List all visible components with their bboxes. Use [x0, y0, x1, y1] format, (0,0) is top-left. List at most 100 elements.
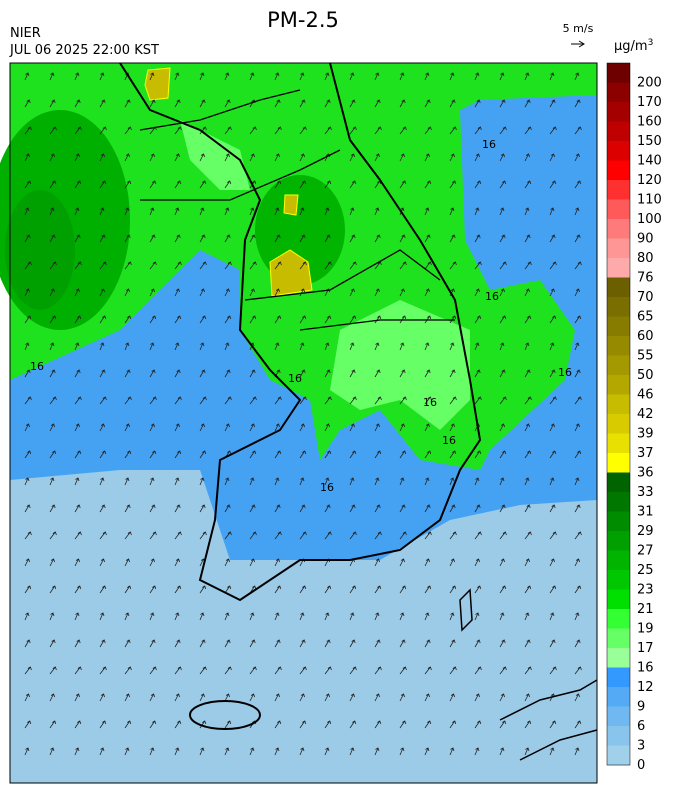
wind-arrow: [574, 369, 581, 378]
wind-arrow: [274, 315, 282, 324]
wind-arrow: [549, 261, 557, 270]
wind-arrow: [74, 315, 82, 324]
wind-arrow: [549, 639, 556, 648]
wind-arrow: [99, 234, 106, 243]
wind-arrow: [524, 234, 531, 243]
wind-arrow: [449, 234, 456, 243]
wind-arrow: [174, 396, 182, 405]
wind-arrow: [274, 423, 280, 432]
wind-arrow: [24, 531, 32, 540]
colorbar-segment: [607, 414, 630, 434]
colorbar-label: 39: [637, 427, 654, 442]
wind-arrow: [524, 423, 530, 432]
wind-arrow: [449, 666, 457, 675]
colorbar-segment: [607, 219, 630, 239]
wind-arrow: [374, 396, 382, 405]
wind-arrow: [174, 747, 180, 756]
wind-arrow: [324, 423, 330, 432]
wind-arrow: [574, 153, 580, 162]
wind-arrow: [324, 126, 332, 135]
wind-arrow: [474, 207, 480, 216]
wind-arrow: [349, 261, 357, 270]
colorbar-segment: [607, 355, 630, 376]
wind-arrow: [574, 666, 582, 675]
wind-arrow: [574, 126, 582, 135]
wind-arrow: [324, 207, 330, 216]
wind-arrow: [124, 747, 130, 756]
wind-arrow: [374, 369, 381, 378]
wind-arrow: [274, 207, 280, 216]
wind-arrow: [49, 288, 55, 297]
contour-label: 16: [485, 290, 499, 303]
wind-arrow: [99, 639, 106, 648]
wind-arrow: [274, 693, 280, 702]
wind-arrow: [374, 666, 382, 675]
wind-arrow: [74, 234, 81, 243]
wind-arrow: [274, 396, 282, 405]
colorbar-segment: [607, 160, 630, 181]
wind-arrow: [449, 477, 455, 486]
wind-arrow: [149, 504, 156, 513]
wind-arrow: [349, 126, 357, 135]
wind-arrow: [99, 315, 107, 324]
wind-arrow: [524, 504, 531, 513]
wind-arrow: [424, 369, 431, 378]
wind-arrow: [424, 666, 432, 675]
colorbar-label: 80: [637, 251, 654, 266]
wind-arrow: [549, 612, 555, 621]
wind-arrow: [224, 639, 231, 648]
wind-arrow: [574, 261, 582, 270]
wind-arrow: [349, 531, 357, 540]
wind-arrow: [99, 504, 106, 513]
wind-arrow: [374, 207, 380, 216]
wind-arrow: [399, 639, 406, 648]
wind-arrow: [274, 477, 280, 486]
colorbar-label: 37: [637, 446, 654, 461]
wind-arrow: [474, 558, 480, 567]
wind-arrow: [99, 72, 105, 81]
wind-arrow: [224, 558, 230, 567]
wind-arrow: [374, 585, 382, 594]
wind-arrow: [199, 153, 205, 162]
colorbar-segment: [607, 316, 630, 337]
wind-arrow: [299, 720, 307, 729]
wind-arrow: [249, 396, 257, 405]
wind-arrow: [149, 396, 157, 405]
colorbar-label: 29: [637, 524, 654, 539]
wind-arrow: [224, 126, 232, 135]
wind-arrow: [49, 207, 55, 216]
wind-arrow: [499, 747, 505, 756]
wind-arrow: [49, 342, 55, 351]
wind-arrow: [474, 288, 480, 297]
colorbar-frame: [606, 62, 631, 766]
wind-arrow: [299, 747, 305, 756]
wind-arrow: [424, 207, 430, 216]
wind-arrow: [249, 207, 255, 216]
wind-arrow: [124, 585, 132, 594]
wind-arrow: [399, 342, 405, 351]
wind-arrow: [474, 180, 482, 189]
wind-arrow: [149, 207, 155, 216]
wind-arrow: [349, 234, 356, 243]
wind-arrow: [224, 612, 230, 621]
wind-arrow: [549, 504, 556, 513]
wind-arrow: [24, 207, 30, 216]
wind-arrow: [349, 207, 355, 216]
wind-arrow: [24, 639, 31, 648]
wind-arrow: [574, 558, 580, 567]
wind-arrow: [474, 369, 481, 378]
wind-arrow: [224, 747, 230, 756]
wind-arrow: [374, 558, 380, 567]
wind-arrow: [24, 585, 32, 594]
wind-arrow: [199, 450, 207, 459]
wind-arrow: [74, 207, 80, 216]
wind-arrow: [124, 450, 132, 459]
wind-arrow: [224, 369, 231, 378]
colorbar-label: 200: [637, 76, 662, 91]
wind-arrow: [274, 747, 280, 756]
jeju-island: [189, 700, 261, 730]
wind-arrow: [199, 99, 206, 108]
wind-arrow: [24, 315, 32, 324]
wind-arrow: [199, 72, 205, 81]
wind-arrow: [299, 423, 305, 432]
